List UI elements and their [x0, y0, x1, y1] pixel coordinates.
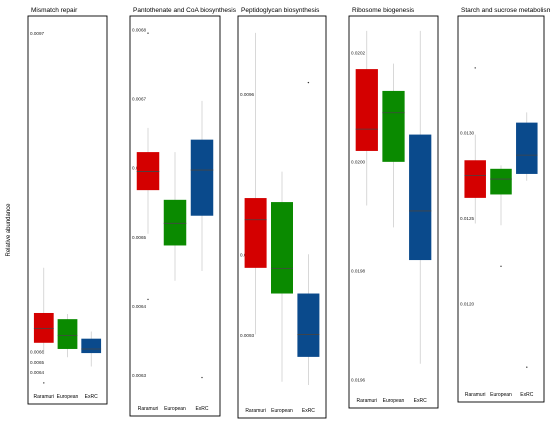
panel-2: Peptidoglycan biosynthesis0.00930.00940.… — [237, 7, 327, 419]
category-label: ExRC — [302, 408, 315, 414]
y-tick-label: 0.0067 — [132, 96, 146, 101]
category-label: European — [57, 394, 79, 400]
panel-frame — [348, 15, 439, 409]
panel-frame — [27, 15, 108, 405]
category-label: European — [164, 406, 186, 412]
category-label: European — [490, 392, 512, 398]
outlier-point — [147, 298, 149, 301]
y-tick-label: 0.0196 — [351, 378, 365, 383]
box-european — [271, 202, 293, 294]
panel-frame — [129, 15, 221, 417]
category-label: ExRC — [195, 406, 208, 412]
y-tick-label: 0.0066 — [30, 350, 44, 355]
category-label: ExRC — [85, 394, 98, 400]
y-tick-label: 0.0063 — [132, 373, 146, 378]
panel-title: Ribosome biogenesis — [352, 7, 415, 14]
category-label: Raramuri — [465, 392, 486, 398]
box-exrc — [190, 139, 214, 216]
category-label: Raramuri — [357, 398, 378, 404]
y-tick-label: 0.0125 — [460, 216, 474, 221]
y-tick-label: 0.0120 — [460, 302, 474, 307]
panel-3: Ribosome biogenesis 0.0196 0.0198 0.0200 0.0… — [348, 7, 439, 409]
outlier-point — [43, 382, 45, 384]
y-axis-label: Relative abundance — [6, 203, 12, 257]
outlier-point — [500, 265, 502, 267]
category-label: ExRC — [520, 392, 533, 398]
outlier-point — [526, 366, 528, 368]
category-label: Raramuri — [34, 394, 55, 400]
panel-title: Pantothenate and CoA biosynthesis — [133, 7, 237, 14]
panel-frame — [457, 15, 545, 403]
outlier-point — [474, 67, 476, 69]
box-european — [57, 319, 78, 349]
panel-title: Mismatch repair — [31, 7, 78, 14]
y-tick-label: 0.0093 — [240, 333, 254, 338]
box-european — [490, 168, 512, 195]
box-exrc — [409, 134, 432, 261]
y-tick-label: 0.0068 — [132, 27, 146, 32]
category-label: Raramuri — [245, 408, 266, 414]
y-tick-label: 0.0130 — [460, 130, 474, 135]
panel-1: Pantothenate and CoA biosynthesis 0.0063 0… — [129, 7, 237, 417]
outlier-point — [201, 376, 203, 379]
y-tick-label: 0.0097 — [30, 31, 44, 36]
box-raramuri — [244, 198, 267, 268]
panel-title: Starch and sucrose metabolism — [461, 7, 550, 14]
box-raramuri — [464, 160, 486, 198]
y-tick-label: 0.0064 — [30, 370, 44, 375]
panel-frame — [237, 15, 327, 419]
box-raramuri — [355, 69, 378, 151]
y-tick-label: 0.0200 — [351, 159, 365, 164]
box-european — [163, 199, 187, 246]
panel-title: Peptidoglycan biosynthesis — [241, 7, 320, 14]
box-european — [382, 90, 405, 162]
panel-0: Mismatch repair 0.0064 0.0065 0.0066 0.0097 R… — [27, 7, 108, 405]
box-exrc — [516, 122, 538, 174]
box-exrc — [297, 293, 320, 357]
y-tick-label: 0.0064 — [132, 304, 146, 309]
y-tick-label: 0.0065 — [132, 235, 146, 240]
y-tick-label: 0.0202 — [351, 50, 365, 55]
y-tick-label: 0.0065 — [30, 360, 44, 365]
box-exrc — [81, 338, 102, 354]
outlier-point — [307, 81, 310, 84]
outlier-point — [147, 32, 149, 34]
panels-group: Mismatch repair 0.0064 0.0065 0.0066 0.0097 R… — [27, 7, 550, 419]
y-tick-label: 0.0096 — [240, 92, 254, 97]
category-label: European — [383, 398, 405, 404]
box-raramuri — [33, 312, 54, 343]
category-label: European — [271, 408, 293, 414]
category-label: Raramuri — [138, 406, 159, 412]
category-label: ExRC — [414, 398, 427, 404]
y-tick-label: 0.0198 — [351, 269, 365, 274]
panel-4: Starch and sucrose metabolism 0.0120 0.012… — [457, 7, 550, 403]
